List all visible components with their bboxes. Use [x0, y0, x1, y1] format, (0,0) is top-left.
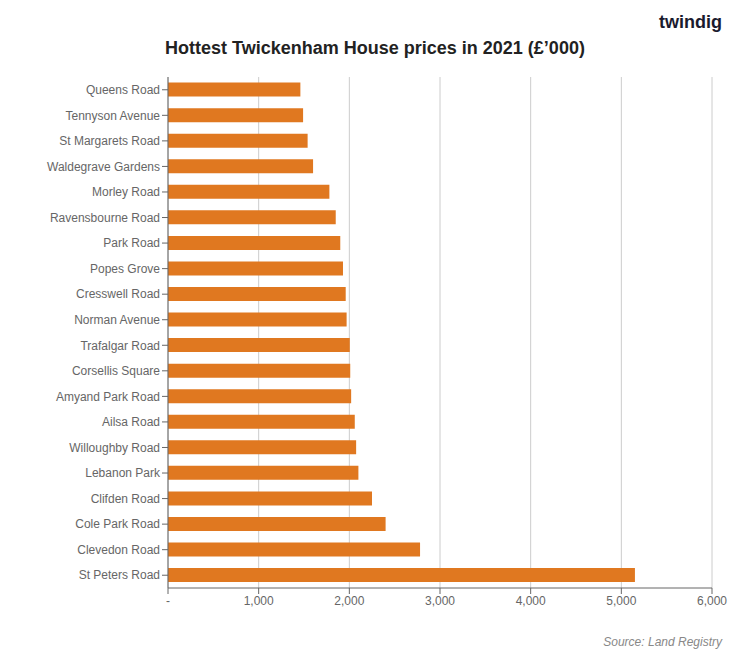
svg-text:Tennyson Avenue: Tennyson Avenue [65, 109, 160, 123]
html-text:twindig: twindig [659, 12, 722, 32]
svg-text:Trafalgar Road: Trafalgar Road [80, 339, 160, 353]
svg-text:St Margarets Road: St Margarets Road [59, 134, 160, 148]
svg-text:2,000: 2,000 [334, 594, 364, 608]
svg-text:Ailsa Road: Ailsa Road [102, 415, 160, 429]
svg-text:Clifden Road: Clifden Road [91, 492, 160, 506]
svg-text:-: - [166, 594, 170, 608]
svg-text:Queens Road: Queens Road [86, 83, 160, 97]
svg-text:Willoughby Road: Willoughby Road [69, 441, 160, 455]
html-text:Source: Land Registry: Source: Land Registry [603, 635, 722, 649]
svg-text:Norman Avenue: Norman Avenue [74, 313, 160, 327]
svg-text:Waldegrave Gardens: Waldegrave Gardens [47, 160, 160, 174]
svg-text:Ravensbourne Road: Ravensbourne Road [50, 211, 160, 225]
svg-text:Cole Park Road: Cole Park Road [75, 517, 160, 531]
svg-text:St Peters Road: St Peters Road [79, 568, 160, 582]
svg-text:Lebanon Park: Lebanon Park [85, 466, 161, 480]
svg-text:Morley Road: Morley Road [92, 185, 160, 199]
svg-text:Corsellis Square: Corsellis Square [72, 364, 160, 378]
svg-text:6,000: 6,000 [697, 594, 727, 608]
svg-text:4,000: 4,000 [516, 594, 546, 608]
html-text:Hottest Twickenham House price: Hottest Twickenham House prices in 2021 … [165, 38, 585, 58]
svg-text:Amyand Park Road: Amyand Park Road [56, 390, 160, 404]
svg-text:Clevedon Road: Clevedon Road [77, 543, 160, 557]
svg-text:5,000: 5,000 [606, 594, 636, 608]
svg-text:Popes Grove: Popes Grove [90, 262, 160, 276]
svg-text:Park Road: Park Road [103, 236, 160, 250]
svg-text:Cresswell Road: Cresswell Road [76, 287, 160, 301]
svg-text:3,000: 3,000 [425, 594, 455, 608]
svg-text:1,000: 1,000 [244, 594, 274, 608]
